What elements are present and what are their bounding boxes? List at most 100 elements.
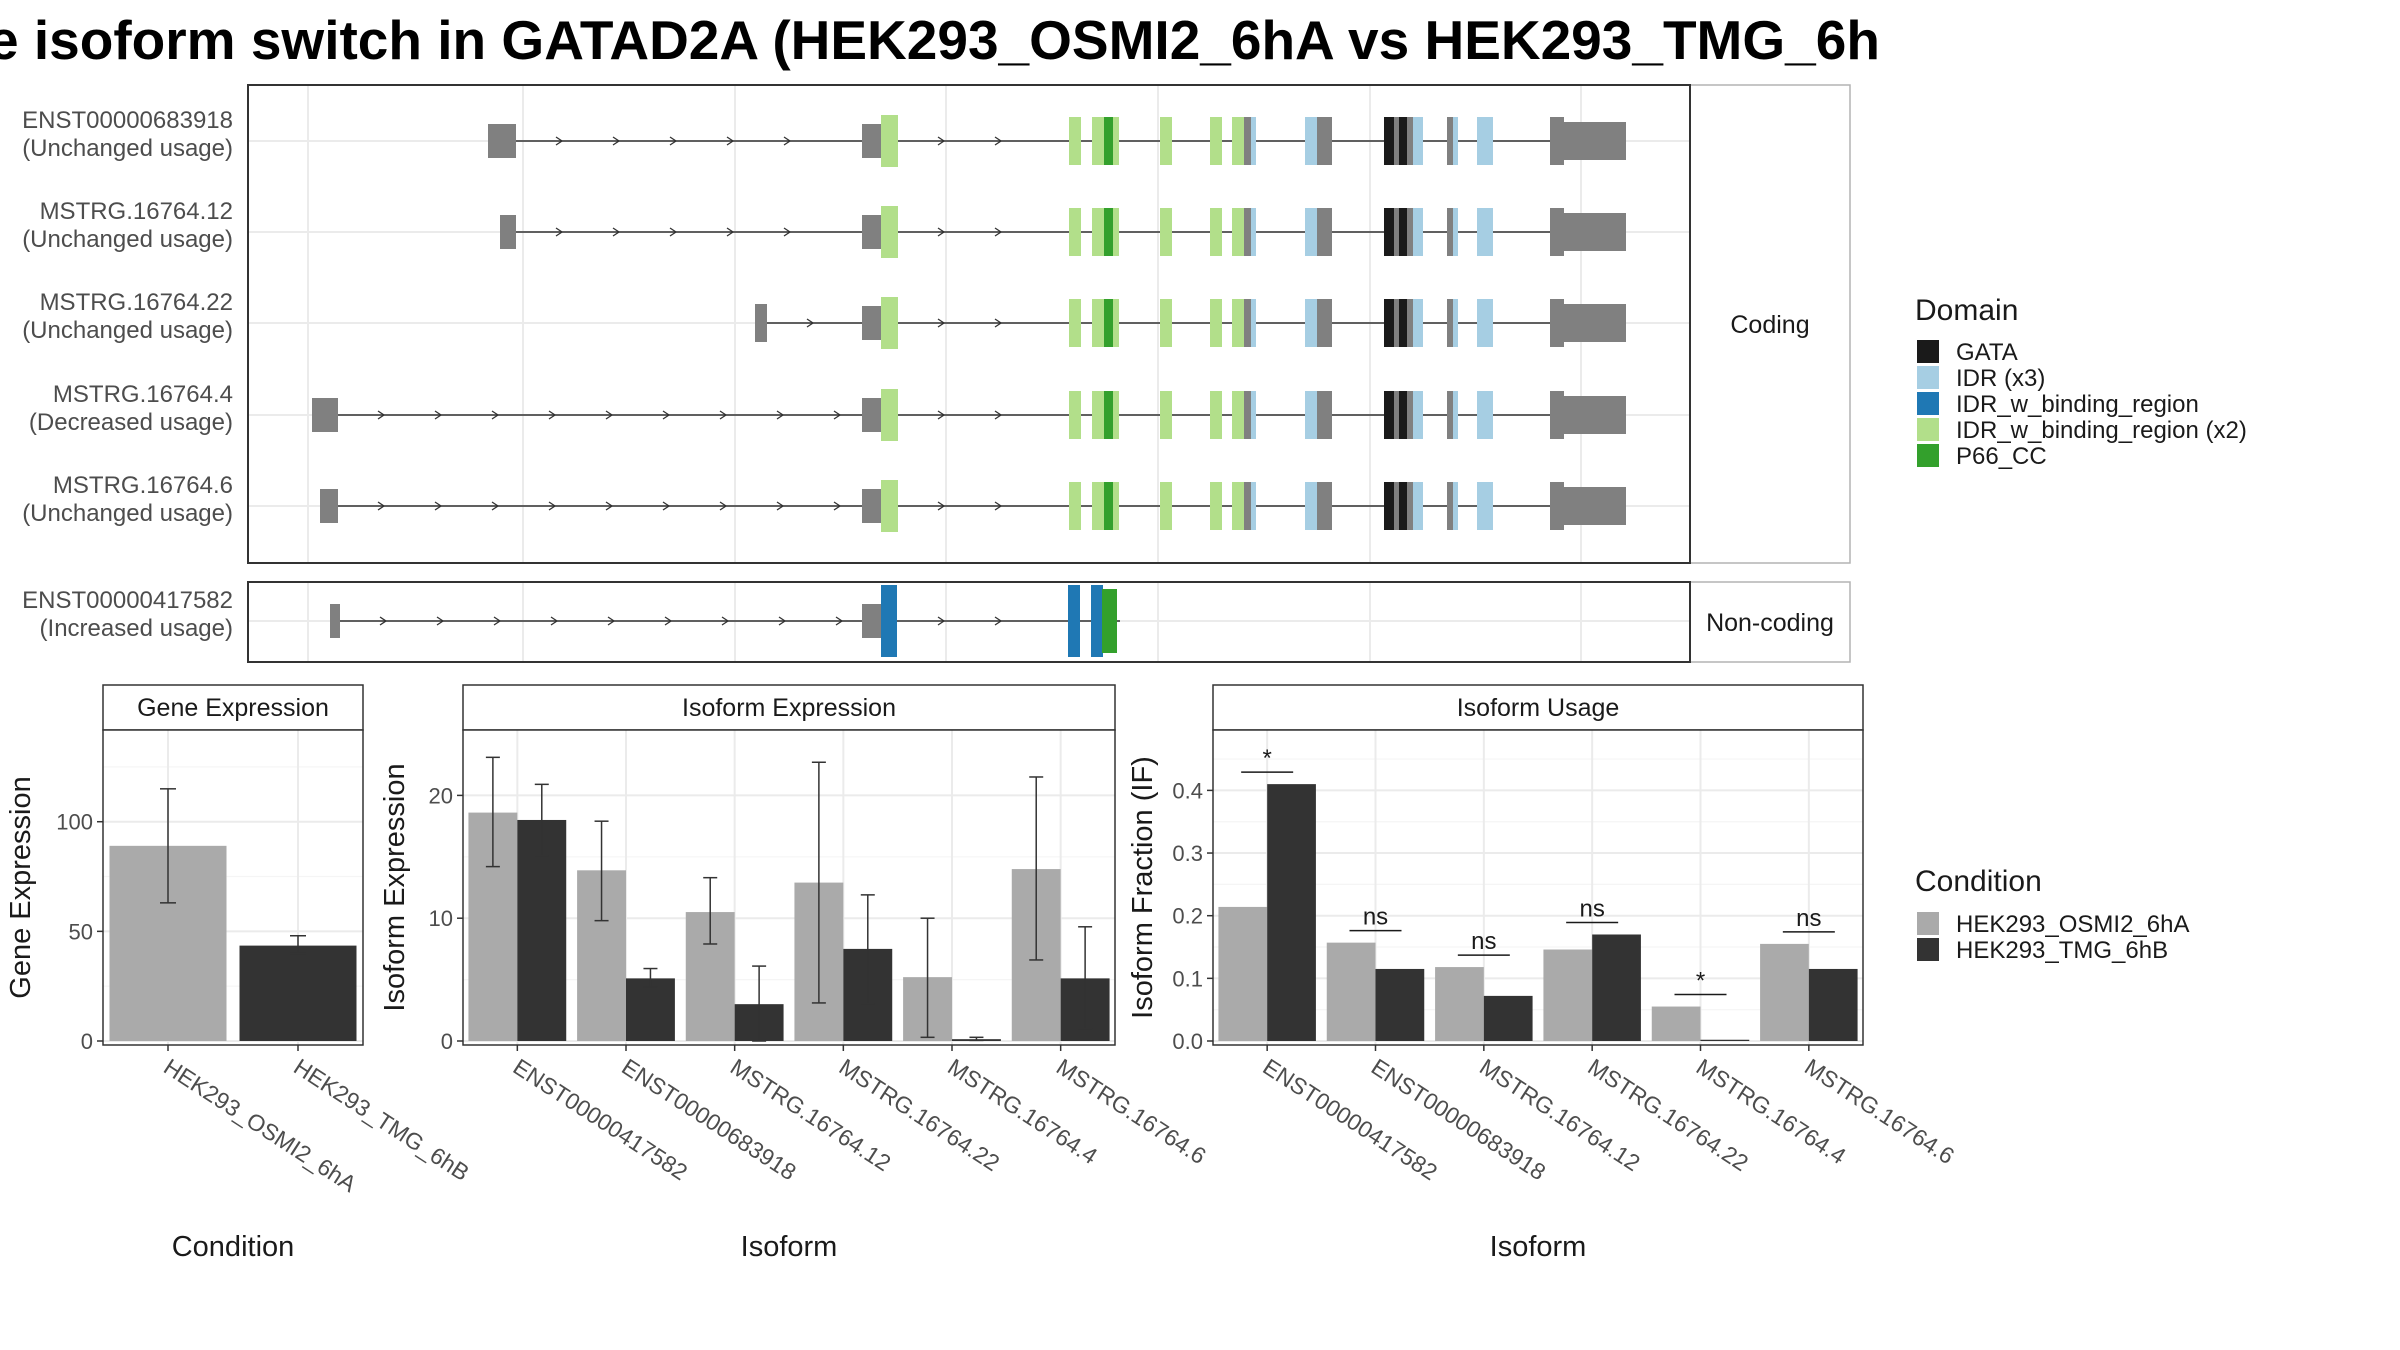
transcript-name-label: MSTRG.16764.4 — [53, 381, 233, 408]
domain-idr-binding-x2 — [1210, 299, 1222, 347]
facet-label-coding: Coding — [1730, 311, 1809, 339]
x-axis-label: Isoform — [1490, 1231, 1587, 1263]
exon-block — [1550, 117, 1564, 165]
intron-arrow — [994, 410, 1003, 420]
intron-arrow — [607, 616, 616, 626]
chart-plot-border — [462, 729, 1116, 1046]
domain-idr-binding-x2 — [1232, 208, 1244, 256]
domain-idr-binding-x2 — [1160, 299, 1172, 347]
exon-block — [1317, 391, 1332, 439]
domain-gata — [1399, 208, 1407, 256]
domain-idr-binding-x2 — [1160, 117, 1172, 165]
y-tick-label: 50 — [69, 919, 93, 944]
y-tick-label: 0.4 — [1172, 778, 1203, 803]
domain-idr-binding-x2 — [1210, 391, 1222, 439]
intron-arrow — [776, 410, 785, 420]
x-tick-label: ENST00000683918 — [617, 1053, 801, 1185]
domain-idr-binding-x2 — [881, 206, 898, 258]
domain-idr-x3 — [1251, 117, 1256, 165]
bar — [517, 819, 567, 1041]
intron-arrow — [835, 616, 844, 626]
x-axis-label: Condition — [172, 1231, 295, 1263]
intron-arrow — [721, 616, 730, 626]
intron-arrow — [994, 227, 1003, 237]
domain-idr-binding-x2 — [1160, 208, 1172, 256]
bar — [1651, 1006, 1701, 1041]
bar — [626, 978, 675, 1041]
intron-arrow — [994, 616, 1003, 626]
bar — [1808, 968, 1858, 1041]
intron-arrow — [662, 501, 671, 511]
domain-gata — [1384, 208, 1394, 256]
domain-legend-label: IDR (x3) — [1956, 365, 2045, 392]
exon-block — [1317, 482, 1332, 530]
domain-p66-cc — [1104, 391, 1113, 439]
exon-block — [1564, 304, 1626, 342]
y-tick-label: 0.3 — [1172, 841, 1203, 866]
exon-block — [1447, 208, 1453, 256]
domain-idr-x3 — [1413, 391, 1423, 439]
intron-arrow — [555, 136, 564, 146]
domain-legend-label: IDR_w_binding_region — [1956, 391, 2199, 418]
exon-block — [1550, 208, 1564, 256]
exon-block — [862, 398, 882, 432]
exon-block — [1317, 117, 1332, 165]
domain-idr-x3 — [1305, 117, 1317, 165]
domain-idr-x3 — [1477, 482, 1493, 530]
condition-legend-label: HEK293_OSMI2_6hA — [1956, 911, 2189, 938]
domain-idr-binding-x2 — [1113, 208, 1119, 256]
domain-legend-swatch — [1917, 340, 1939, 363]
domain-idr-binding-x2 — [1160, 482, 1172, 530]
exon-block — [1564, 122, 1626, 160]
bar — [1483, 995, 1533, 1041]
condition-legend-swatch — [1917, 938, 1939, 961]
domain-idr-x3 — [1477, 208, 1493, 256]
domain-idr-binding-x2 — [1092, 391, 1104, 439]
domain-idr-binding-x2 — [881, 389, 898, 441]
domain-idr-x3 — [1477, 117, 1493, 165]
first-exon — [320, 489, 338, 523]
domain-gata — [1399, 117, 1407, 165]
domain-idr-binding-x2 — [1113, 299, 1119, 347]
intron-arrow — [491, 410, 500, 420]
domain-gata — [1399, 299, 1407, 347]
domain-p66-cc — [1104, 117, 1113, 165]
domain-idr-x3 — [1477, 391, 1493, 439]
exon-block — [862, 306, 882, 340]
figure-title: e isoform switch in GATAD2A (HEK293_OSMI… — [0, 9, 1880, 71]
domain-idr-binding-x2 — [1092, 208, 1104, 256]
intron-arrow — [937, 410, 946, 420]
intron-arrow — [612, 136, 621, 146]
intron-arrow — [833, 501, 842, 511]
intron-arrow — [377, 501, 386, 511]
domain-legend-label: GATA — [1956, 339, 2018, 366]
domain-idr-x3 — [1251, 208, 1256, 256]
exon-block — [862, 215, 882, 249]
condition-legend-label: HEK293_TMG_6hB — [1956, 937, 2168, 964]
first-exon — [330, 604, 340, 638]
domain-idr-x3 — [1453, 299, 1458, 347]
exon-block — [1564, 396, 1626, 434]
intron-arrow — [776, 501, 785, 511]
domain-idr-binding-x2 — [1069, 299, 1081, 347]
bar — [1218, 906, 1268, 1041]
intron-arrow — [493, 616, 502, 626]
domain-p66-cc — [1102, 589, 1117, 653]
domain-legend-label: P66_CC — [1956, 443, 2047, 470]
intron-arrow — [806, 318, 815, 328]
transcript-usage-label: (Unchanged usage) — [22, 500, 233, 527]
intron-arrow — [664, 616, 673, 626]
significance-label: * — [1262, 745, 1271, 772]
domain-idr-binding-x2 — [1092, 482, 1104, 530]
intron-arrow — [377, 410, 386, 420]
bar — [1267, 784, 1316, 1041]
intron-arrow — [994, 136, 1003, 146]
condition-legend-title: Condition — [1915, 865, 2042, 898]
exon-block — [1407, 482, 1413, 530]
domain-idr-x3 — [1305, 482, 1317, 530]
x-tick-label: ENST00000683918 — [1367, 1053, 1551, 1185]
intron-arrow — [550, 616, 559, 626]
domain-gata — [1384, 299, 1394, 347]
chart-title: Isoform Expression — [682, 694, 896, 722]
intron-arrow — [726, 136, 735, 146]
